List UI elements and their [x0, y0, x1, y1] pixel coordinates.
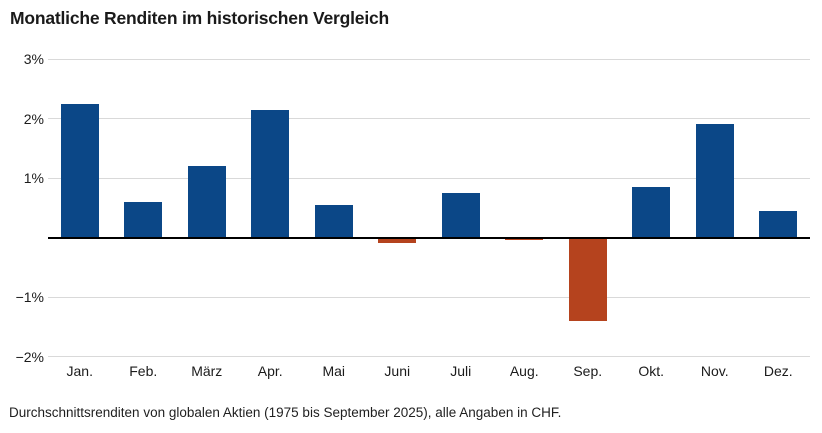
bar-okt	[632, 186, 671, 238]
gridline	[48, 296, 810, 298]
x-tick-label: Jan.	[66, 362, 93, 379]
x-tick-label: Juli	[450, 362, 472, 379]
x-tick-label: Aug.	[509, 362, 539, 379]
y-tick-label: 1%	[23, 170, 44, 186]
bar-aug	[505, 237, 544, 241]
x-tick-label: Juni	[384, 362, 411, 379]
chart-footnote: Durchschnittsrenditen von globalen Aktie…	[9, 405, 562, 420]
gridline	[48, 177, 810, 179]
chart-title: Monatliche Renditen im historischen Verg…	[10, 8, 389, 28]
gridline	[48, 118, 810, 119]
gridline	[48, 356, 810, 357]
x-tick-label: Apr.	[257, 362, 283, 379]
gridline	[48, 58, 810, 60]
bar-juni	[378, 237, 417, 244]
bar-dez	[759, 210, 798, 238]
x-tick-label: Okt.	[638, 362, 665, 379]
zero-axis-line	[48, 236, 810, 239]
bar-chart: 3% 2% 1% −1% −2% Jan. Feb. März Apr. Mai Juni Juli A…	[15, 51, 810, 379]
y-tick-label: 3%	[23, 51, 44, 67]
y-tick-label: −2%	[15, 348, 44, 365]
y-tick-label: 2%	[23, 110, 44, 127]
x-tick-label: März	[191, 362, 223, 379]
bar-sep	[568, 237, 607, 321]
bar-jan	[60, 103, 99, 238]
bar-juli	[441, 192, 480, 238]
bar-märz	[187, 166, 226, 238]
bar-feb	[124, 201, 163, 238]
x-tick-label: Feb.	[129, 362, 158, 379]
bar-nov	[695, 124, 734, 238]
x-tick-label: Mai	[322, 362, 346, 379]
x-tick-label: Sep.	[573, 362, 603, 379]
x-tick-label: Nov.	[700, 362, 729, 379]
y-tick-label: −1%	[15, 289, 44, 305]
x-tick-label: Dez.	[763, 362, 793, 379]
bar-apr	[251, 109, 290, 238]
bar-mai	[314, 204, 353, 238]
